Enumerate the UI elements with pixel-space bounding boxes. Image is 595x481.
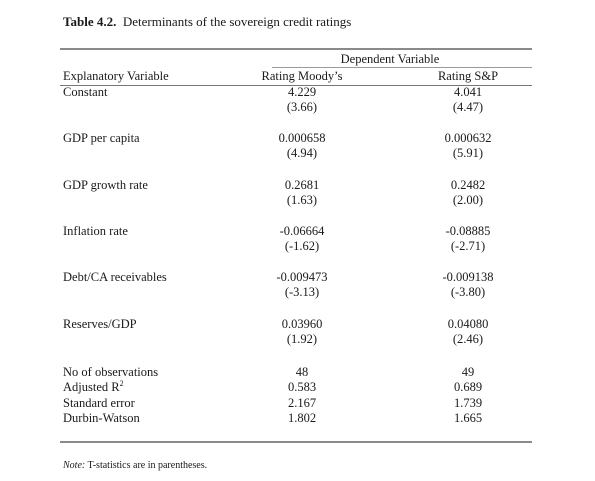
top-rule	[60, 48, 532, 50]
moodys-coefficient: 4.229	[287, 85, 317, 99]
row-label: Inflation rate	[63, 224, 128, 238]
moodys-stat-value: 1.802	[287, 411, 317, 425]
column-header-moodys: Rating Moody’s	[261, 69, 343, 83]
sp-coefficient: 0.04080	[447, 317, 489, 331]
moodys-coefficient: 0.2681	[284, 178, 320, 192]
dependent-variable-header: Dependent Variable	[340, 52, 440, 66]
explanatory-variable-header: Explanatory Variable	[63, 69, 169, 83]
sp-coefficient: 0.2482	[450, 178, 486, 192]
column-header-sp: Rating S&P	[437, 69, 499, 83]
moodys-coefficient: -0.06664	[279, 224, 325, 238]
moodys-stat-value: 0.583	[287, 380, 317, 394]
sp-stat-value: 0.689	[453, 380, 483, 394]
moodys-coefficient: 0.000658	[278, 131, 326, 145]
stat-label: No of observations	[63, 365, 159, 379]
sp-t-statistic: (2.46)	[452, 332, 484, 346]
moodys-coefficient: 0.03960	[281, 317, 323, 331]
sp-t-statistic: (2.00)	[452, 193, 484, 207]
moodys-coefficient: -0.009473	[276, 270, 328, 284]
sp-t-statistic: (-2.71)	[450, 239, 486, 253]
moodys-t-statistic: (4.94)	[286, 146, 318, 160]
moodys-t-statistic: (1.92)	[286, 332, 318, 346]
table-title: Table 4.2. Determinants of the sovereign…	[63, 14, 351, 30]
header-rule	[60, 85, 532, 86]
sp-stat-value: 1.739	[453, 396, 483, 410]
moodys-stat-value: 48	[295, 365, 309, 379]
dependent-variable-rule	[272, 67, 532, 68]
note-text: T-statistics are in parentheses.	[85, 460, 208, 471]
sp-t-statistic: (-3.80)	[450, 285, 486, 299]
row-label: Debt/CA receivables	[63, 270, 167, 284]
sp-stat-value: 49	[461, 365, 475, 379]
row-label: Constant	[63, 85, 108, 99]
stat-label: Adjusted R2	[63, 379, 124, 395]
table-caption: Determinants of the sovereign credit rat…	[122, 14, 352, 29]
stat-label: Durbin-Watson	[63, 411, 140, 425]
moodys-t-statistic: (-3.13)	[284, 285, 320, 299]
table-number: Table 4.2.	[63, 14, 117, 29]
row-label: Reserves/GDP	[63, 317, 137, 331]
sp-t-statistic: (5.91)	[452, 146, 484, 160]
moodys-stat-value: 2.167	[287, 396, 317, 410]
superscript: 2	[119, 379, 124, 388]
note-prefix: Note:	[63, 460, 86, 471]
row-label: GDP per capita	[63, 131, 140, 145]
row-label: GDP growth rate	[63, 178, 148, 192]
table-note: Note: T-statistics are in parentheses.	[63, 460, 207, 472]
bottom-rule	[60, 441, 532, 443]
sp-coefficient: -0.009138	[442, 270, 494, 284]
moodys-t-statistic: (3.66)	[286, 100, 318, 114]
sp-coefficient: 4.041	[453, 85, 483, 99]
sp-coefficient: -0.08885	[445, 224, 491, 238]
moodys-t-statistic: (-1.62)	[284, 239, 320, 253]
stat-label: Standard error	[63, 396, 135, 410]
moodys-t-statistic: (1.63)	[286, 193, 318, 207]
sp-stat-value: 1.665	[453, 411, 483, 425]
sp-coefficient: 0.000632	[444, 131, 492, 145]
sp-t-statistic: (4.47)	[452, 100, 484, 114]
